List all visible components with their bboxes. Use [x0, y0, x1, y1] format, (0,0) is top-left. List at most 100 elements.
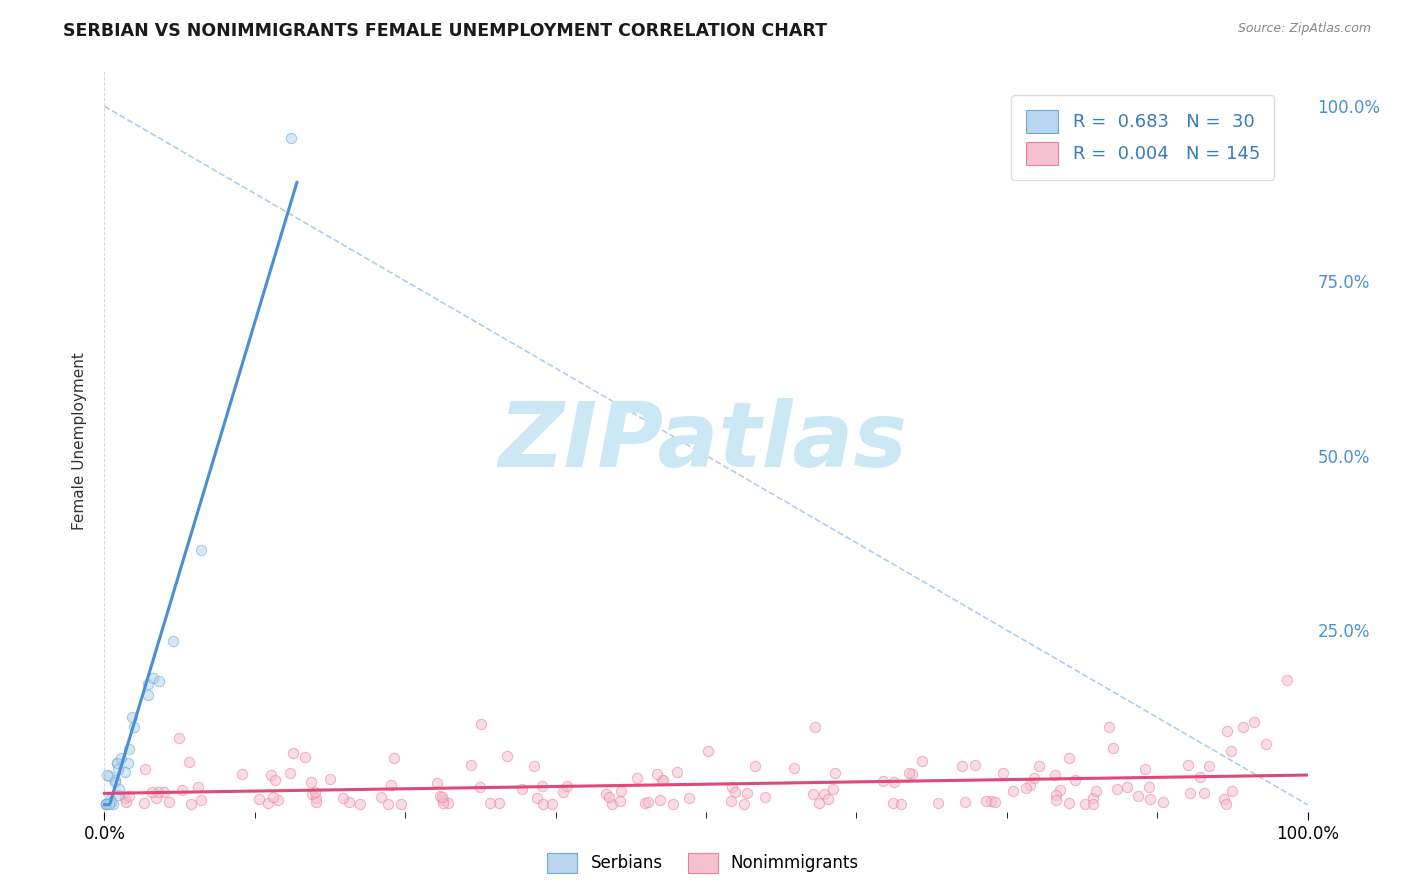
Point — [94, 797, 117, 811]
Point — [1084, 784, 1107, 798]
Point — [470, 717, 492, 731]
Point — [600, 797, 623, 811]
Point — [104, 772, 127, 787]
Point — [557, 779, 579, 793]
Point — [1212, 791, 1234, 805]
Point — [132, 796, 155, 810]
Point — [180, 797, 202, 811]
Point — [1015, 781, 1038, 796]
Point — [1057, 796, 1080, 810]
Y-axis label: Female Unemployment: Female Unemployment — [72, 352, 87, 531]
Point — [98, 797, 121, 811]
Point — [107, 762, 129, 776]
Point — [634, 796, 657, 810]
Point — [1081, 797, 1104, 811]
Point — [813, 787, 835, 801]
Point — [432, 792, 454, 806]
Point — [97, 769, 120, 783]
Point — [190, 543, 212, 558]
Point — [724, 785, 747, 799]
Point — [114, 790, 136, 805]
Point — [974, 794, 997, 808]
Point — [1243, 715, 1265, 730]
Point — [107, 788, 129, 802]
Point — [153, 785, 176, 799]
Point — [666, 764, 689, 779]
Point — [1220, 784, 1243, 798]
Point — [1139, 791, 1161, 805]
Point — [256, 796, 278, 810]
Point — [105, 756, 128, 770]
Point — [426, 775, 449, 789]
Point — [496, 749, 519, 764]
Point — [626, 772, 648, 786]
Point — [980, 794, 1002, 808]
Point — [301, 787, 323, 801]
Point — [1002, 783, 1025, 797]
Point — [651, 772, 673, 787]
Point — [817, 792, 839, 806]
Point — [162, 634, 184, 648]
Point — [389, 797, 412, 811]
Point — [1019, 778, 1042, 792]
Point — [382, 750, 405, 764]
Point — [278, 766, 301, 780]
Point — [824, 766, 846, 780]
Point — [963, 758, 986, 772]
Point — [598, 789, 620, 804]
Point — [118, 789, 141, 804]
Point — [898, 766, 921, 780]
Point — [1022, 771, 1045, 785]
Point — [1098, 720, 1121, 734]
Point — [94, 797, 117, 811]
Point — [1083, 790, 1105, 805]
Point — [1256, 738, 1278, 752]
Point — [1045, 788, 1067, 802]
Point — [136, 688, 159, 702]
Point — [901, 767, 924, 781]
Point — [1074, 797, 1097, 811]
Point — [1028, 759, 1050, 773]
Point — [953, 795, 976, 809]
Point — [110, 751, 132, 765]
Point — [122, 721, 145, 735]
Point — [262, 789, 284, 804]
Point — [332, 791, 354, 805]
Point — [1135, 762, 1157, 776]
Point — [280, 130, 302, 145]
Point — [187, 780, 209, 794]
Point — [1232, 720, 1254, 734]
Point — [267, 793, 290, 807]
Point — [744, 758, 766, 772]
Point — [370, 789, 392, 804]
Point — [319, 772, 342, 786]
Point — [991, 765, 1014, 780]
Point — [94, 797, 117, 811]
Point — [349, 797, 371, 811]
Point — [432, 796, 454, 810]
Point — [114, 764, 136, 779]
Legend: R =  0.683   N =  30, R =  0.004   N = 145: R = 0.683 N = 30, R = 0.004 N = 145 — [1011, 95, 1274, 179]
Point — [299, 774, 322, 789]
Point — [264, 772, 287, 787]
Point — [610, 784, 633, 798]
Point — [911, 755, 934, 769]
Point — [488, 796, 510, 810]
Point — [1215, 797, 1237, 811]
Point — [1049, 782, 1071, 797]
Point — [429, 789, 451, 803]
Point — [1177, 757, 1199, 772]
Point — [1198, 759, 1220, 773]
Point — [889, 797, 911, 811]
Point — [1275, 673, 1298, 687]
Point — [720, 794, 742, 808]
Point — [305, 790, 328, 805]
Point — [231, 767, 253, 781]
Point — [96, 768, 118, 782]
Point — [190, 793, 212, 807]
Point — [678, 791, 700, 805]
Point — [783, 761, 806, 775]
Point — [479, 796, 502, 810]
Point — [1180, 786, 1202, 800]
Point — [645, 767, 668, 781]
